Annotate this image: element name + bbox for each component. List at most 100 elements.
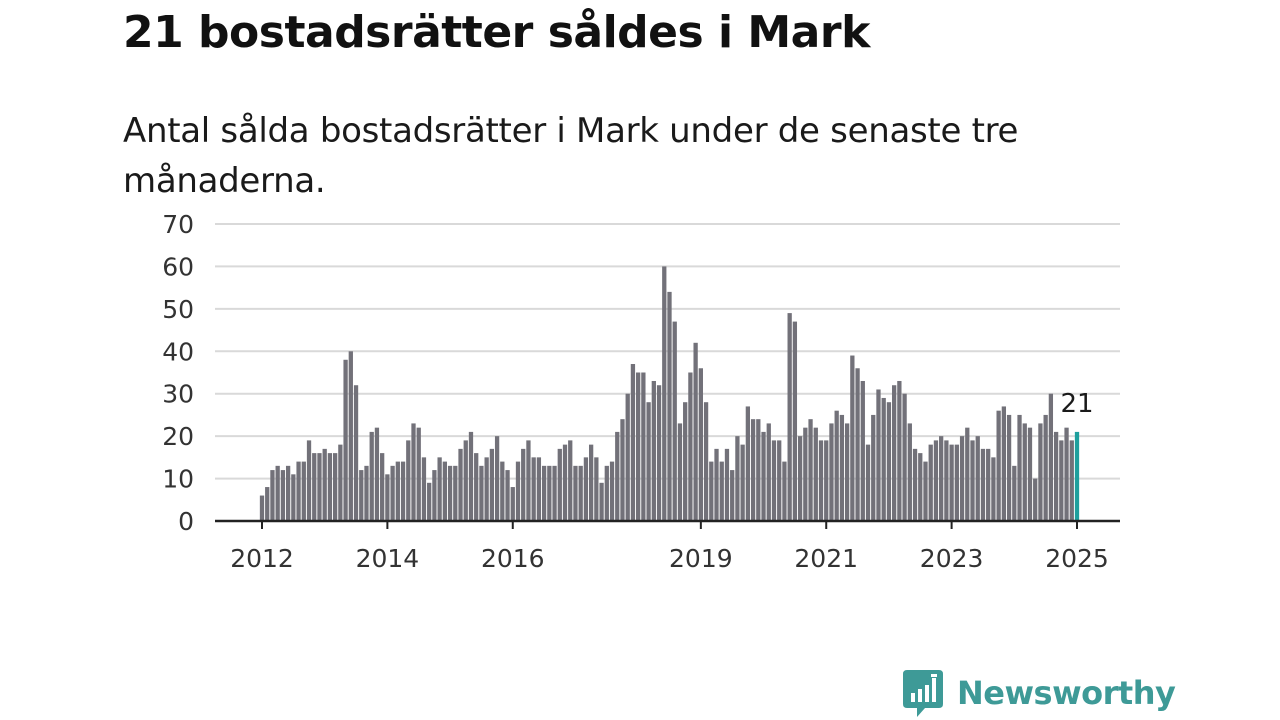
bar <box>724 448 730 521</box>
bar <box>839 414 845 521</box>
bar <box>656 385 662 521</box>
bar <box>275 465 280 521</box>
bar <box>296 461 301 521</box>
bar <box>881 397 886 521</box>
y-tick-label: 30 <box>162 380 194 409</box>
bar <box>406 440 411 521</box>
bar <box>312 453 317 521</box>
bar <box>641 372 646 521</box>
bar <box>463 440 468 521</box>
bar <box>259 495 265 521</box>
bar <box>306 440 312 521</box>
bar <box>432 470 437 521</box>
bar <box>280 470 286 521</box>
bar <box>912 448 918 521</box>
bar <box>557 448 562 521</box>
bar <box>427 482 432 521</box>
bar <box>332 453 338 521</box>
bar <box>1006 414 1012 521</box>
bar <box>636 372 641 521</box>
bar <box>510 487 515 521</box>
bar <box>442 461 447 521</box>
bar <box>672 321 677 521</box>
bar <box>1059 440 1064 521</box>
bar <box>1069 440 1074 521</box>
bar <box>385 474 390 521</box>
bar <box>735 436 740 521</box>
bar <box>594 457 599 521</box>
bar <box>677 423 683 521</box>
bar <box>740 444 745 521</box>
bar <box>698 368 703 521</box>
bar <box>474 453 479 521</box>
bar <box>338 444 343 521</box>
bar <box>651 380 656 521</box>
bar <box>327 453 333 521</box>
highlight-bar <box>1074 431 1080 521</box>
bar <box>1038 423 1043 521</box>
bar <box>380 453 385 521</box>
logo-text: Newsworthy <box>957 674 1176 712</box>
bar <box>536 457 542 521</box>
bar <box>662 266 667 521</box>
bar <box>907 423 912 521</box>
bar <box>860 380 865 521</box>
bar <box>886 402 892 521</box>
bar <box>578 465 583 521</box>
bar <box>939 436 944 521</box>
bar <box>447 465 453 521</box>
bar <box>500 461 505 521</box>
bar <box>865 444 871 521</box>
bar <box>991 457 996 521</box>
y-tick-label: 50 <box>162 295 194 324</box>
bar <box>291 474 296 521</box>
bar <box>871 414 876 521</box>
bar <box>777 440 782 521</box>
bar <box>782 461 787 521</box>
bar <box>944 440 949 521</box>
bar <box>416 427 421 521</box>
bar <box>818 440 824 521</box>
bar <box>526 440 531 521</box>
bar <box>609 461 615 521</box>
bar <box>824 440 829 521</box>
bar <box>604 465 609 521</box>
bar <box>1048 393 1054 521</box>
bar <box>714 448 719 521</box>
bar <box>808 419 813 521</box>
bar <box>703 402 709 521</box>
y-tick-label: 20 <box>162 422 194 451</box>
bar <box>265 487 270 521</box>
bar <box>521 448 526 521</box>
chart-title: 21 bostadsrätter såldes i Mark <box>123 7 870 58</box>
bar <box>615 431 620 521</box>
bar <box>923 461 928 521</box>
bar <box>458 448 463 521</box>
bar <box>855 368 860 521</box>
bar <box>970 440 975 521</box>
bar <box>625 393 630 521</box>
bar <box>630 364 636 521</box>
bar <box>954 444 959 521</box>
bar <box>437 457 442 521</box>
bar <box>792 321 798 521</box>
bar <box>552 465 557 521</box>
bar <box>750 419 756 521</box>
bar <box>709 461 714 521</box>
x-tick-label: 2025 <box>1045 544 1109 573</box>
bar <box>965 427 970 521</box>
bar <box>395 461 400 521</box>
y-tick-label: 60 <box>162 252 194 281</box>
bar <box>996 410 1001 521</box>
bar <box>787 313 792 521</box>
bar <box>301 461 306 521</box>
bar <box>411 423 416 521</box>
bar <box>390 465 395 521</box>
bar <box>933 440 939 521</box>
bar <box>285 465 291 521</box>
bar <box>876 389 881 521</box>
bar <box>1022 423 1027 521</box>
bar <box>369 431 374 521</box>
y-tick-label: 0 <box>178 507 194 536</box>
bar <box>928 444 933 521</box>
